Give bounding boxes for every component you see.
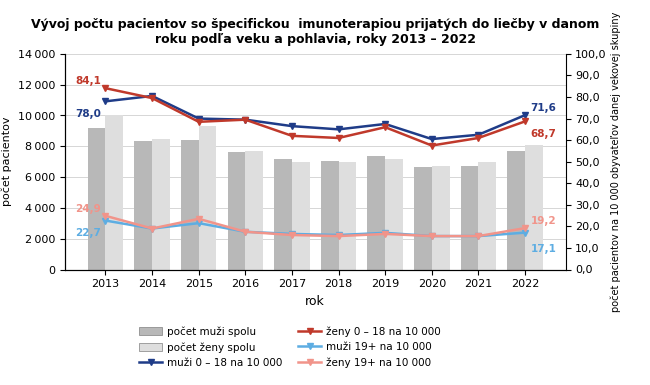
Bar [432,166,450,270]
Bar [385,159,403,270]
Bar [105,115,124,270]
Text: 78,0: 78,0 [75,109,101,119]
Bar [152,139,170,270]
Text: 19,2: 19,2 [530,216,556,226]
Bar [292,162,309,270]
Bar [525,145,543,270]
Bar [461,166,478,270]
Bar [274,159,292,270]
X-axis label: rok: rok [306,295,325,308]
Bar [199,126,216,270]
Text: 17,1: 17,1 [530,244,556,254]
Bar [507,151,525,270]
Bar [478,162,496,270]
Text: 84,1: 84,1 [75,76,101,86]
Y-axis label: počet pacientov na 10 000 obyvateľov danej vekovej skupiny: počet pacientov na 10 000 obyvateľov dan… [611,12,621,312]
Text: 71,6: 71,6 [530,103,556,113]
Bar [135,141,152,270]
Bar [245,151,263,270]
Bar [339,162,356,270]
Text: 24,9: 24,9 [75,204,101,214]
Bar [414,167,432,270]
Legend: počet muži spolu, počet ženy spolu, muži 0 – 18 na 10 000, ženy 0 – 18 na 10 000: počet muži spolu, počet ženy spolu, muži… [135,322,445,372]
Bar [367,156,385,270]
Y-axis label: počet pacientov: počet pacientov [2,117,12,206]
Bar [321,161,339,270]
Title: Vývoj počtu pacientov so špecifickou  imunoterapiou prijatých do liečby v danom
: Vývoj počtu pacientov so špecifickou imu… [31,18,599,46]
Bar [88,128,105,270]
Text: 22,7: 22,7 [75,228,101,238]
Bar [227,152,245,270]
Bar [181,140,199,270]
Text: 68,7: 68,7 [530,129,556,139]
